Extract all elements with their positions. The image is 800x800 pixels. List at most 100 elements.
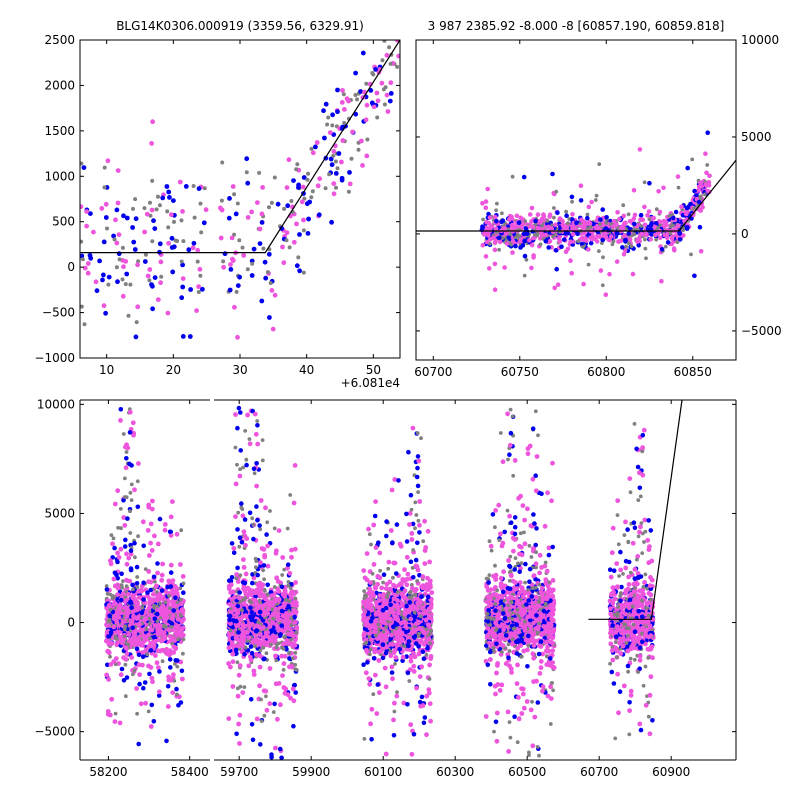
pink-point bbox=[531, 235, 536, 241]
pink-point bbox=[492, 247, 498, 253]
blue-point bbox=[181, 590, 186, 595]
model-line bbox=[416, 159, 737, 232]
gray-point bbox=[289, 616, 294, 620]
blue-point bbox=[285, 562, 291, 567]
gray-point bbox=[136, 259, 141, 264]
pink-point bbox=[143, 647, 149, 653]
blue-point bbox=[250, 580, 255, 586]
pink-point bbox=[385, 109, 391, 114]
pink-point bbox=[137, 622, 143, 627]
pink-point bbox=[656, 189, 661, 194]
gray-point bbox=[639, 224, 644, 228]
pink-point bbox=[664, 233, 669, 239]
blue-point bbox=[134, 564, 140, 570]
blue-point bbox=[247, 510, 253, 516]
pink-point bbox=[219, 207, 225, 213]
pink-point bbox=[289, 554, 294, 560]
blue-point bbox=[237, 274, 243, 280]
gray-point bbox=[551, 234, 555, 239]
blue-point bbox=[421, 656, 427, 661]
blue-point bbox=[257, 241, 263, 247]
pink-point bbox=[122, 523, 128, 528]
pink-point bbox=[614, 259, 620, 264]
pink-point bbox=[168, 533, 174, 538]
blue-point bbox=[119, 666, 125, 672]
model-line-top-left bbox=[80, 39, 401, 254]
pink-point bbox=[91, 229, 96, 235]
pink-point bbox=[148, 540, 154, 546]
blue-point bbox=[328, 156, 334, 162]
pink-point bbox=[156, 665, 161, 670]
gray-point bbox=[644, 256, 648, 261]
pink-point bbox=[229, 235, 235, 241]
pink-point bbox=[531, 253, 536, 258]
gray-point bbox=[102, 185, 107, 190]
pink-point bbox=[233, 412, 238, 417]
pink-point bbox=[120, 640, 125, 646]
blue-point bbox=[257, 609, 263, 615]
blue-point bbox=[237, 590, 242, 595]
pink-point bbox=[361, 568, 367, 573]
blue-point bbox=[543, 239, 549, 244]
gray-point bbox=[585, 212, 590, 217]
gray-point bbox=[395, 690, 399, 694]
pink-point bbox=[165, 704, 171, 709]
blue-point bbox=[196, 186, 202, 192]
pink-point bbox=[586, 204, 592, 210]
gray-point bbox=[244, 170, 249, 175]
gray-point bbox=[282, 206, 287, 211]
gray-point bbox=[576, 239, 580, 244]
blue-point bbox=[236, 630, 241, 635]
pink-point bbox=[230, 651, 236, 657]
blue-point bbox=[258, 742, 263, 747]
gray-point bbox=[123, 694, 128, 699]
blue-point bbox=[149, 282, 154, 287]
blue-point bbox=[136, 652, 142, 657]
blue-point bbox=[513, 243, 518, 249]
offset-label: +6.081e4 bbox=[341, 376, 400, 390]
blue-point bbox=[255, 572, 260, 578]
pink-point bbox=[538, 219, 544, 225]
gray-point bbox=[626, 212, 631, 217]
pink-point bbox=[257, 683, 262, 689]
pink-point bbox=[135, 640, 141, 645]
blue-point bbox=[585, 215, 590, 221]
pink-point bbox=[698, 249, 704, 254]
gray-point bbox=[280, 645, 284, 650]
pink-point bbox=[235, 693, 241, 699]
blue-point bbox=[600, 237, 605, 243]
pink-point bbox=[197, 266, 203, 272]
blue-point bbox=[128, 599, 133, 604]
gray-point bbox=[146, 709, 151, 714]
gray-point bbox=[251, 522, 256, 527]
pink-point bbox=[127, 409, 133, 415]
pink-point bbox=[115, 592, 120, 598]
gray-point bbox=[175, 600, 180, 605]
gray-point bbox=[126, 642, 131, 647]
blue-point bbox=[335, 109, 340, 115]
pink-point bbox=[377, 690, 382, 695]
pink-point bbox=[611, 218, 617, 224]
pink-point bbox=[115, 488, 121, 494]
gray-point bbox=[124, 450, 129, 454]
gray-point bbox=[538, 242, 543, 247]
gray-point bbox=[570, 199, 574, 204]
pink-point bbox=[287, 641, 293, 647]
blue-point bbox=[615, 231, 620, 236]
pink-point bbox=[146, 644, 152, 650]
gray-point bbox=[702, 192, 707, 197]
blue-point bbox=[360, 50, 366, 56]
gray-point bbox=[155, 619, 160, 624]
pink-point bbox=[247, 441, 253, 447]
gray-point bbox=[148, 200, 152, 205]
blue-point bbox=[151, 719, 157, 724]
blue-point bbox=[157, 516, 163, 522]
gray-point bbox=[356, 147, 361, 152]
gray-point bbox=[122, 634, 127, 639]
gray-point bbox=[564, 209, 568, 214]
pink-point bbox=[260, 185, 265, 190]
pink-point bbox=[616, 239, 621, 244]
blue-point bbox=[156, 693, 162, 698]
blue-point bbox=[604, 215, 609, 220]
pink-point bbox=[291, 239, 297, 245]
